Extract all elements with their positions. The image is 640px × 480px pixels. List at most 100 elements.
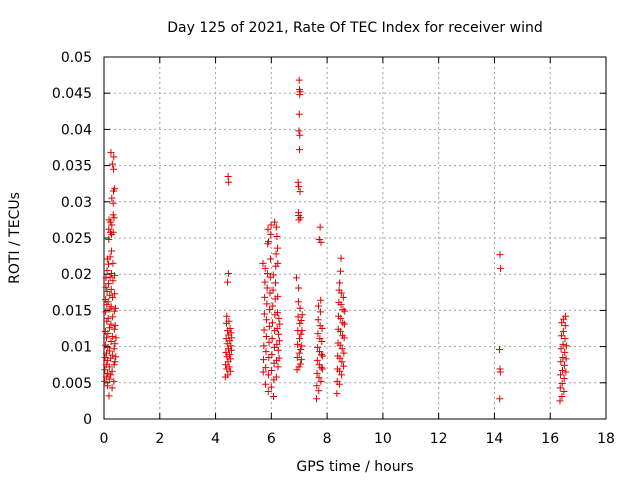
data-point bbox=[496, 395, 504, 403]
data-point bbox=[275, 314, 283, 322]
data-point bbox=[108, 332, 116, 340]
data-point bbox=[112, 353, 120, 361]
data-point bbox=[106, 218, 114, 226]
data-point bbox=[224, 278, 232, 286]
data-point bbox=[268, 351, 276, 359]
data-point bbox=[556, 384, 564, 392]
data-point bbox=[496, 251, 504, 259]
data-point bbox=[337, 289, 345, 297]
data-point bbox=[336, 341, 344, 349]
data-point bbox=[339, 319, 347, 327]
data-point bbox=[103, 334, 111, 342]
data-point bbox=[296, 335, 304, 343]
data-point bbox=[260, 326, 268, 334]
data-point bbox=[561, 335, 569, 343]
data-point bbox=[225, 317, 233, 325]
chart-title: Day 125 of 2021, Rate Of TEC Index for r… bbox=[167, 20, 542, 36]
data-point bbox=[318, 351, 326, 359]
data-point bbox=[336, 327, 344, 335]
data-point bbox=[336, 367, 344, 375]
data-point bbox=[272, 279, 280, 287]
data-point bbox=[261, 278, 269, 286]
data-point bbox=[106, 273, 114, 281]
data-point bbox=[105, 235, 113, 243]
data-point bbox=[104, 260, 112, 268]
data-point bbox=[557, 358, 565, 366]
data-point bbox=[109, 211, 117, 219]
data-point bbox=[495, 345, 503, 353]
data-point bbox=[226, 367, 234, 375]
data-point bbox=[108, 221, 116, 229]
x-tick-label: 14 bbox=[486, 431, 504, 447]
data-point bbox=[108, 351, 116, 359]
data-point bbox=[111, 340, 119, 348]
data-point bbox=[261, 380, 269, 388]
data-point bbox=[314, 316, 322, 324]
data-point bbox=[558, 366, 566, 374]
data-point bbox=[104, 280, 112, 288]
data-point bbox=[227, 346, 235, 354]
data-point bbox=[496, 368, 504, 376]
data-point bbox=[222, 335, 230, 343]
data-point bbox=[111, 358, 119, 366]
data-point bbox=[296, 319, 304, 327]
data-point bbox=[259, 368, 267, 376]
y-tick-label: 0.045 bbox=[52, 86, 92, 102]
data-point bbox=[108, 247, 116, 255]
y-tick-label: 0.03 bbox=[61, 195, 92, 211]
data-point bbox=[225, 178, 233, 186]
data-point bbox=[103, 267, 111, 275]
data-point bbox=[559, 340, 567, 348]
y-tick-label: 0.04 bbox=[61, 122, 92, 138]
y-axis-label: ROTI / TECUs bbox=[7, 192, 23, 284]
data-point bbox=[556, 397, 564, 405]
data-point bbox=[265, 371, 273, 379]
data-point bbox=[106, 253, 114, 261]
data-point bbox=[295, 216, 303, 224]
data-point bbox=[111, 322, 119, 330]
x-tick-label: 6 bbox=[267, 431, 276, 447]
data-point bbox=[318, 325, 326, 332]
data-point bbox=[315, 374, 323, 382]
data-points bbox=[101, 76, 570, 405]
data-point bbox=[274, 363, 282, 371]
data-point bbox=[298, 311, 306, 319]
data-point bbox=[294, 340, 302, 348]
data-point bbox=[296, 304, 304, 312]
x-tick-label: 12 bbox=[430, 431, 448, 447]
data-point bbox=[261, 264, 269, 272]
data-point bbox=[227, 355, 235, 363]
data-point bbox=[317, 364, 325, 372]
data-point bbox=[273, 244, 281, 252]
data-point bbox=[316, 308, 324, 316]
data-point bbox=[268, 366, 276, 374]
data-point bbox=[295, 183, 303, 191]
data-point bbox=[107, 354, 115, 362]
data-point bbox=[112, 334, 120, 342]
data-point bbox=[340, 334, 348, 342]
data-point bbox=[318, 365, 326, 373]
data-point bbox=[341, 307, 349, 315]
data-point bbox=[294, 178, 302, 186]
data-point bbox=[335, 380, 343, 388]
data-point bbox=[108, 367, 116, 375]
data-point bbox=[107, 303, 115, 311]
data-point bbox=[313, 395, 321, 403]
data-point bbox=[340, 362, 348, 370]
data-point bbox=[295, 127, 303, 135]
data-point bbox=[265, 322, 273, 330]
data-point bbox=[110, 153, 118, 161]
data-point bbox=[297, 330, 305, 338]
data-point bbox=[339, 306, 347, 314]
x-axis-label: GPS time / hours bbox=[296, 459, 413, 475]
x-tick-label: 4 bbox=[211, 431, 220, 447]
y-tick-label: 0.05 bbox=[61, 50, 92, 66]
data-point bbox=[104, 343, 112, 351]
data-point bbox=[316, 223, 324, 231]
data-point bbox=[562, 368, 570, 376]
data-point bbox=[273, 325, 281, 332]
data-point bbox=[109, 165, 117, 173]
data-point bbox=[110, 325, 118, 333]
data-point bbox=[557, 345, 565, 353]
data-point bbox=[292, 274, 300, 282]
